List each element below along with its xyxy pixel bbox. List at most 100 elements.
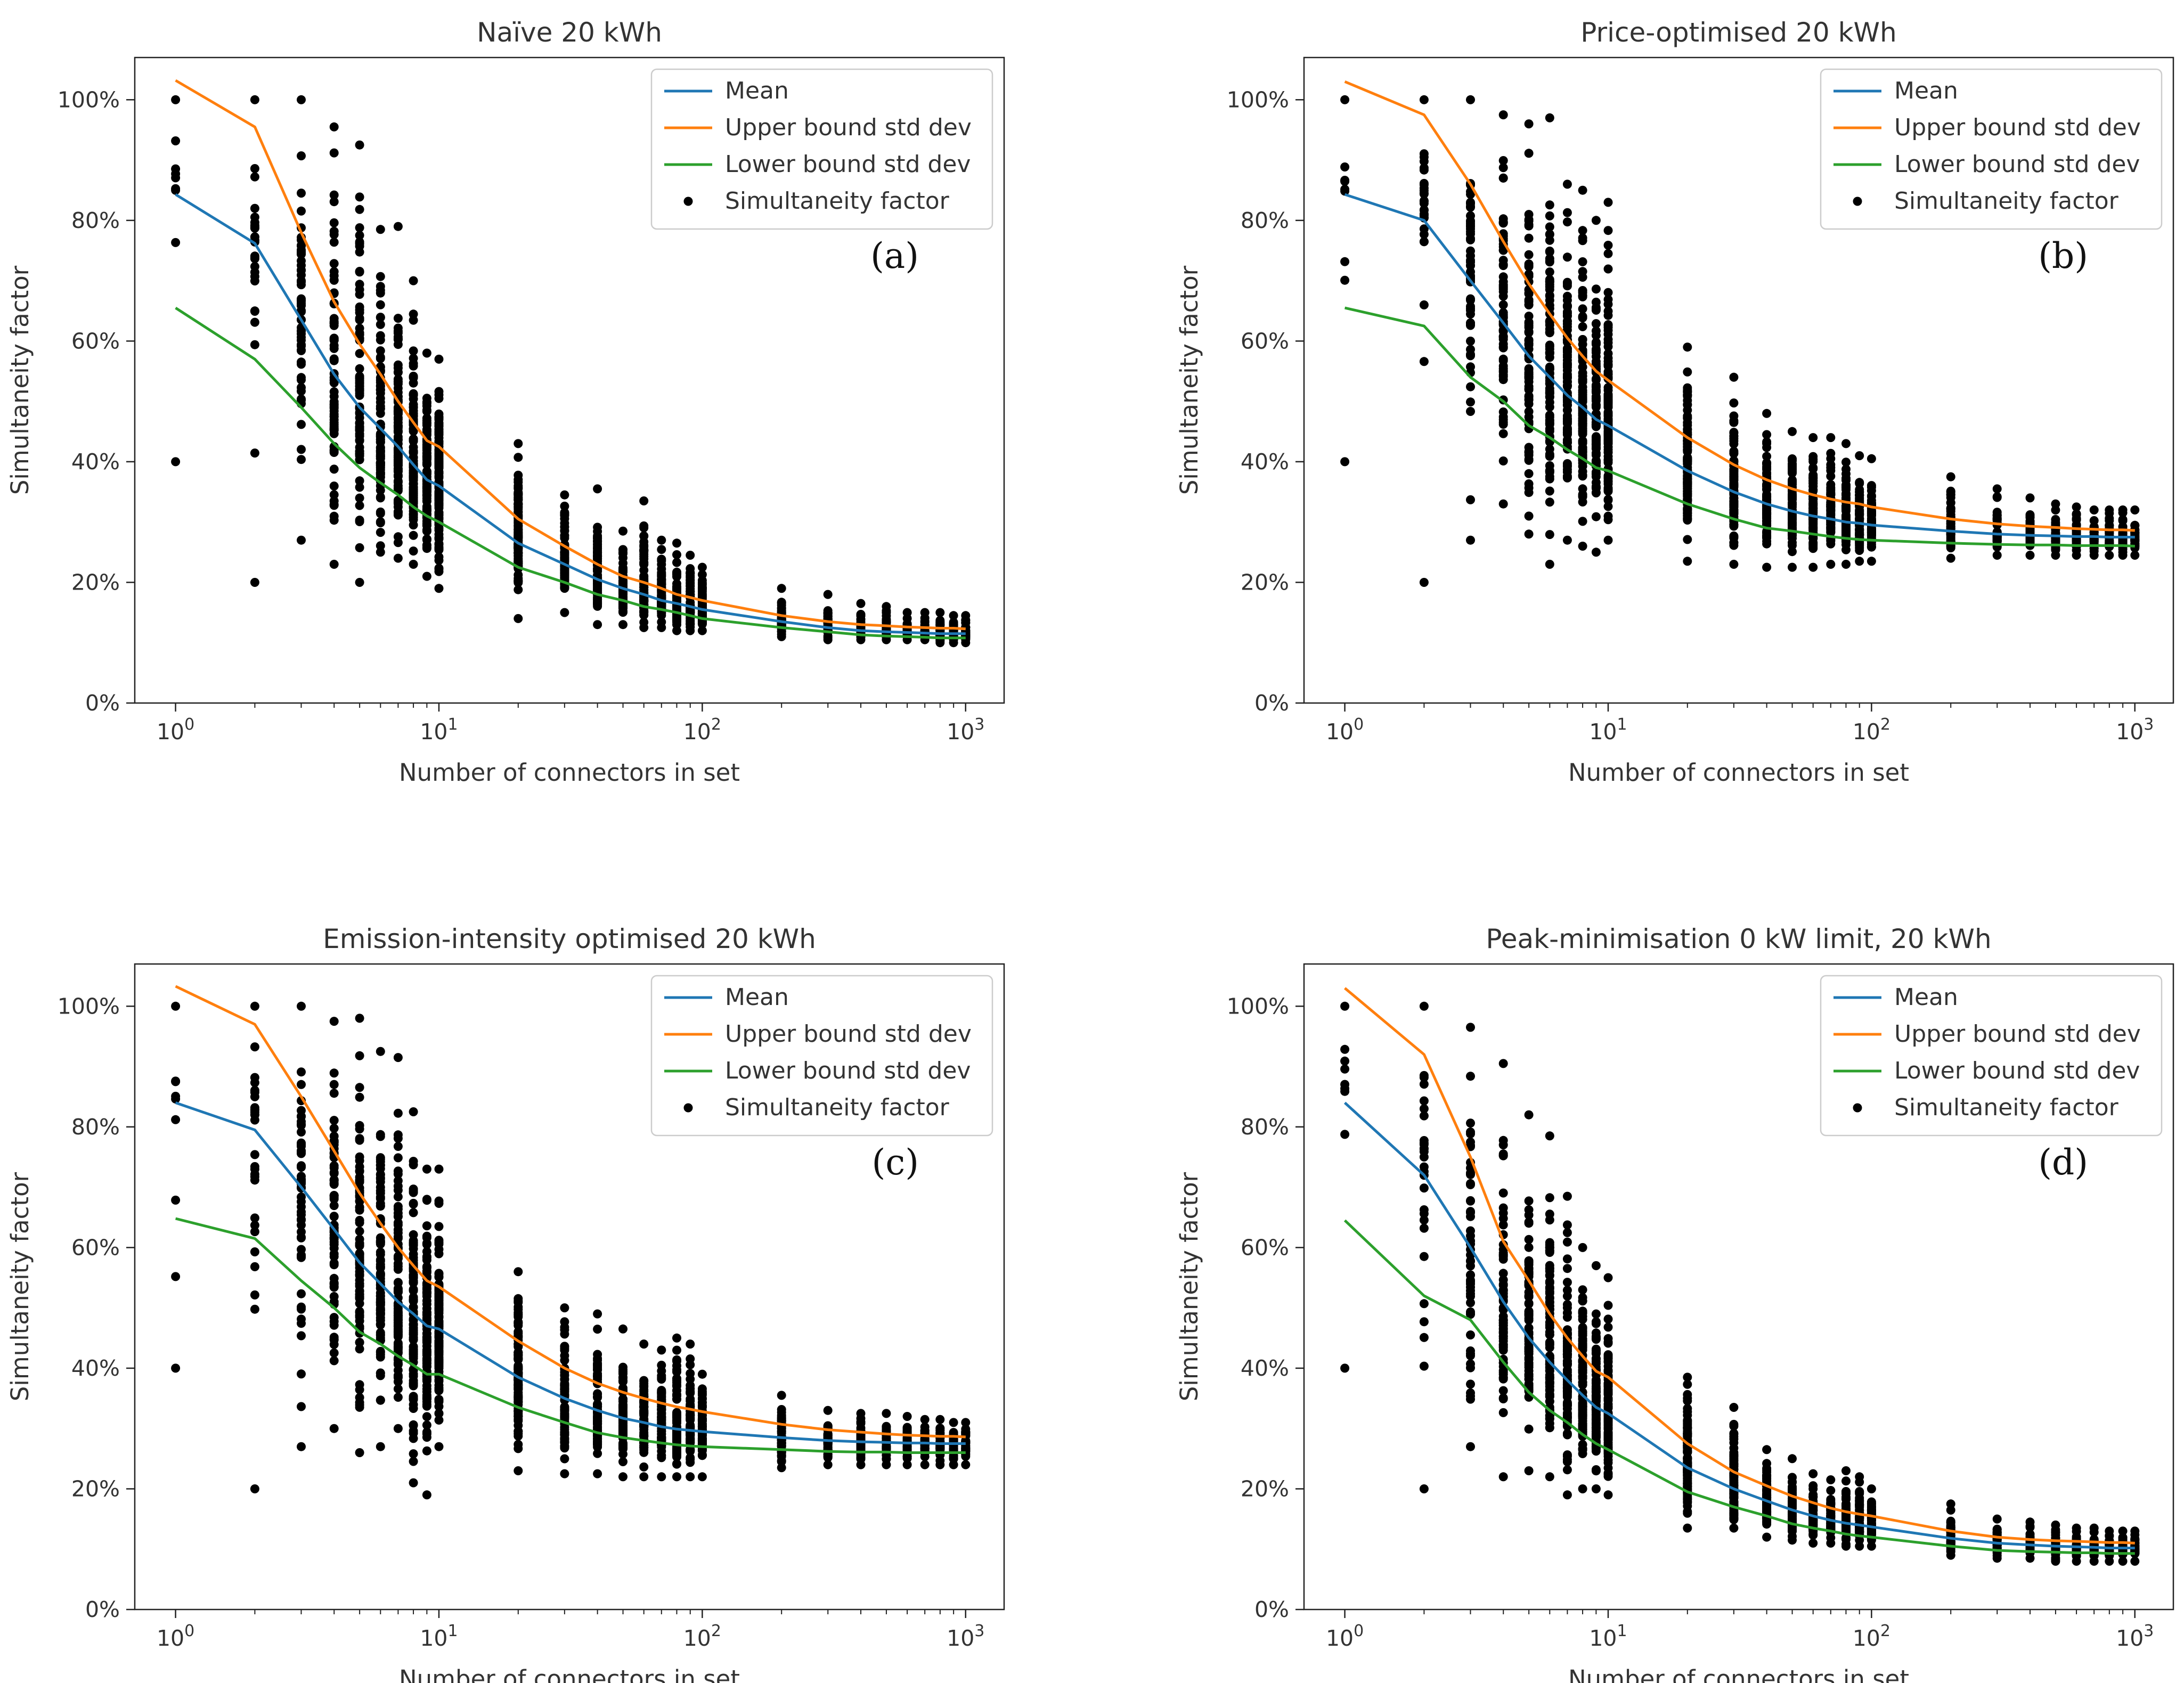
- y-tick-label: 20%: [71, 569, 120, 595]
- scatter-point: [1524, 149, 1534, 158]
- scatter-point: [1683, 454, 1692, 464]
- scatter-point: [250, 1213, 259, 1223]
- scatter-point: [1562, 208, 1572, 217]
- scatter-point: [1591, 548, 1601, 557]
- scatter-point: [1466, 407, 1475, 416]
- scatter-point: [1419, 152, 1429, 162]
- legend-label-upper-bound-std-dev: Upper bound std dev: [1894, 114, 2141, 141]
- scatter-point: [1603, 473, 1613, 483]
- scatter-point: [1729, 502, 1739, 512]
- scatter-point: [393, 1393, 403, 1402]
- scatter-point: [560, 1454, 569, 1464]
- scatter-point: [672, 615, 681, 625]
- scatter-point: [376, 492, 385, 502]
- scatter-point: [1498, 415, 1508, 424]
- scatter-point: [1419, 300, 1429, 309]
- scatter-point: [297, 386, 306, 396]
- scatter-point: [250, 262, 259, 271]
- scatter-point: [393, 1359, 403, 1369]
- scatter-point: [1683, 413, 1692, 423]
- scatter-point: [1545, 247, 1554, 257]
- scatter-point: [1545, 530, 1554, 540]
- scatter-point: [434, 354, 444, 364]
- legend-label-lower-bound-std-dev: Lower bound std dev: [1894, 151, 2140, 178]
- scatter-point: [1466, 220, 1475, 230]
- scatter-point: [1591, 512, 1601, 521]
- scatter-point: [355, 205, 364, 214]
- scatter-point: [1578, 322, 1587, 331]
- scatter-point: [1578, 484, 1587, 494]
- scatter-point: [514, 529, 523, 539]
- scatter-point: [1419, 237, 1429, 247]
- scatter-point: [297, 455, 306, 464]
- scatter-point: [376, 541, 385, 551]
- scatter-point: [1545, 291, 1554, 301]
- panel-a-y-axis-label: Simultaneity factor: [6, 265, 34, 495]
- scatter-point: [329, 481, 339, 491]
- scatter-point: [355, 315, 364, 325]
- scatter-point: [514, 481, 523, 491]
- scatter-point: [1545, 467, 1554, 476]
- scatter-point: [434, 555, 444, 565]
- scatter-point: [657, 535, 666, 545]
- scatter-point: [1498, 343, 1508, 353]
- panel-a-title: Naïve 20 kWh: [477, 17, 662, 48]
- scatter-point: [1762, 536, 1772, 546]
- scatter-point: [376, 1442, 385, 1451]
- scatter-point: [1826, 471, 1836, 481]
- scatter-point: [250, 1304, 259, 1314]
- scatter-point: [560, 1325, 569, 1335]
- scatter-point: [1340, 185, 1350, 194]
- scatter-point: [593, 1449, 602, 1458]
- scatter-point: [355, 223, 364, 233]
- panel-b-label: (b): [2038, 235, 2088, 276]
- scatter-point: [1419, 205, 1429, 215]
- scatter-point: [514, 1416, 523, 1426]
- scatter-point: [1762, 443, 1772, 452]
- scatter-point: [1498, 456, 1508, 465]
- legend-label-mean: Mean: [1894, 77, 1958, 104]
- scatter-point: [1498, 499, 1508, 509]
- scatter-point: [434, 1164, 444, 1174]
- scatter-point: [355, 1400, 364, 1410]
- scatter-point: [393, 1329, 403, 1338]
- panel-a-axes-frame: [134, 56, 1005, 704]
- scatter-point: [1603, 288, 1613, 297]
- scatter-point: [393, 1053, 403, 1063]
- scatter-point: [1562, 307, 1572, 317]
- scatter-point: [2089, 505, 2099, 514]
- scatter-point: [329, 344, 339, 353]
- scatter-point: [297, 1121, 306, 1130]
- scatter-point: [171, 1115, 181, 1124]
- scatter-point: [2025, 493, 2035, 503]
- scatter-point: [355, 381, 364, 391]
- scatter-point: [171, 185, 181, 195]
- scatter-point: [171, 1363, 181, 1373]
- scatter-point: [422, 487, 431, 497]
- scatter-point: [1591, 374, 1601, 383]
- scatter-point: [514, 1390, 523, 1400]
- scatter-point: [355, 290, 364, 299]
- scatter-point: [1524, 327, 1534, 337]
- scatter-point: [1762, 409, 1772, 418]
- scatter-point: [1524, 529, 1534, 539]
- scatter-point: [672, 579, 681, 589]
- scatter-point: [686, 551, 695, 560]
- scatter-point: [560, 1317, 569, 1327]
- scatter-point: [409, 560, 418, 569]
- scatter-point: [422, 1412, 431, 1421]
- scatter-point: [1591, 216, 1601, 225]
- legend-label-upper-bound-std-dev: Upper bound std dev: [725, 114, 972, 141]
- scatter-point: [393, 1170, 403, 1179]
- scatter-point: [329, 1017, 339, 1026]
- scatter-point: [434, 1312, 444, 1321]
- scatter-point: [355, 517, 364, 526]
- scatter-point: [1826, 523, 1836, 533]
- scatter-point: [1578, 267, 1587, 276]
- scatter-point: [329, 1317, 339, 1326]
- scatter-point: [393, 421, 403, 431]
- legend-swatch-simultaneity-factor: [1853, 197, 1862, 206]
- scatter-point: [1946, 472, 1955, 481]
- scatter-point: [376, 1239, 385, 1249]
